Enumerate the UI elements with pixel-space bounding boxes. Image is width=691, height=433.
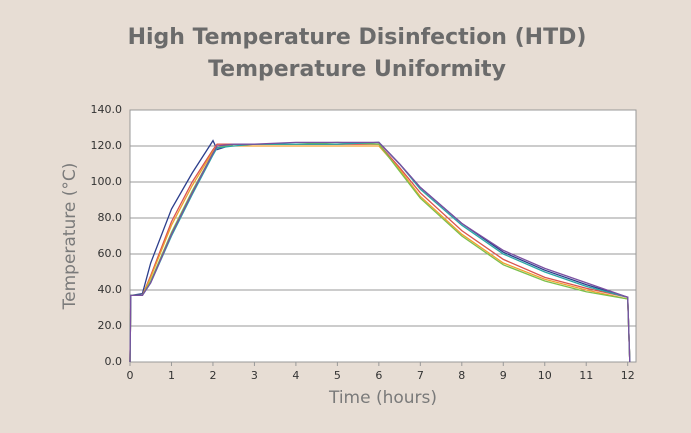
x-tick-label: 1	[168, 369, 175, 382]
x-tick-label: 6	[375, 369, 382, 382]
x-tick-label: 10	[538, 369, 552, 382]
x-axis-label: Time (hours)	[328, 388, 437, 408]
y-tick-label: 40.0	[98, 283, 123, 296]
x-tick-label: 0	[127, 369, 134, 382]
y-tick-label: 140.0	[91, 103, 123, 116]
plot-area	[129, 109, 637, 363]
y-tick-label: 60.0	[98, 247, 123, 260]
y-tick-label: 0.0	[105, 355, 123, 368]
series-line	[129, 141, 631, 363]
x-tick-label: 11	[579, 369, 593, 382]
x-tick-label: 12	[621, 369, 635, 382]
x-tick-label: 3	[251, 369, 258, 382]
y-tick-label: 120.0	[91, 139, 123, 152]
x-tick-label: 8	[458, 369, 465, 382]
y-tick-label: 80.0	[98, 211, 123, 224]
x-tick-label: 7	[417, 369, 424, 382]
series-line	[129, 145, 631, 363]
chart-title: Temperature Uniformity	[208, 57, 506, 82]
y-axis-label: Temperature (°C)	[60, 163, 80, 311]
x-tick-label: 4	[292, 369, 299, 382]
x-tick-label: 9	[500, 369, 507, 382]
x-tick-label: 2	[209, 369, 216, 382]
y-tick-label: 100.0	[91, 175, 123, 188]
x-tick-label: 5	[334, 369, 341, 382]
chart-title: High Temperature Disinfection (HTD)	[128, 25, 587, 50]
y-tick-label: 20.0	[98, 319, 123, 332]
